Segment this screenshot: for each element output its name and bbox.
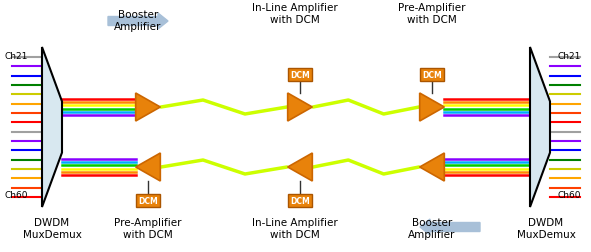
Text: DCM: DCM [290,70,310,79]
Polygon shape [288,153,312,181]
Text: DCM: DCM [290,196,310,205]
Text: Ch60: Ch60 [4,191,28,200]
FancyBboxPatch shape [288,68,312,81]
Text: Ch21: Ch21 [558,51,582,60]
Text: Booster
Amplifier: Booster Amplifier [114,10,162,32]
FancyArrow shape [108,14,168,30]
FancyArrow shape [420,219,480,235]
Text: Ch21: Ch21 [4,51,27,60]
Polygon shape [420,94,444,121]
Text: Ch60: Ch60 [558,191,582,200]
Polygon shape [42,48,62,207]
Text: Pre-Amplifier
with DCM: Pre-Amplifier with DCM [114,217,182,239]
Polygon shape [530,48,550,207]
FancyBboxPatch shape [420,68,444,81]
Text: DWDM
MuxDemux: DWDM MuxDemux [517,217,576,239]
FancyBboxPatch shape [288,194,312,207]
Text: Booster
Amplifier: Booster Amplifier [408,217,456,239]
FancyBboxPatch shape [136,194,160,207]
Polygon shape [288,94,312,121]
Text: In-Line Amplifier
with DCM: In-Line Amplifier with DCM [252,3,338,24]
Polygon shape [420,153,444,181]
Polygon shape [136,153,160,181]
Text: DCM: DCM [138,196,158,205]
Polygon shape [136,94,160,121]
Text: DWDM
MuxDemux: DWDM MuxDemux [22,217,82,239]
Text: Pre-Amplifier
with DCM: Pre-Amplifier with DCM [398,3,466,24]
Text: DCM: DCM [422,70,442,79]
Text: In-Line Amplifier
with DCM: In-Line Amplifier with DCM [252,217,338,239]
